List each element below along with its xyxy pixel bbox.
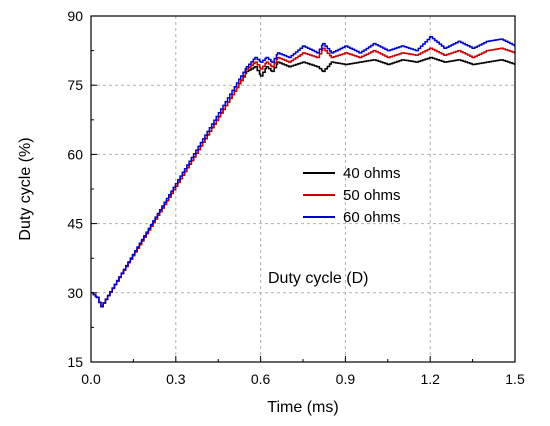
x-tick-label: 1.5 — [505, 371, 525, 387]
x-tick-label: 1.2 — [420, 371, 440, 387]
y-tick-label: 15 — [67, 354, 83, 370]
plot-area-frame — [90, 15, 516, 363]
x-axis-label: Time (ms) — [267, 399, 338, 416]
x-tick-label: 0.0 — [81, 371, 101, 387]
series-line-60-ohms — [91, 36, 516, 308]
grid-lines — [91, 16, 515, 362]
x-tick-label: 0.6 — [251, 371, 271, 387]
x-tick-label: 0.3 — [166, 371, 186, 387]
legend-label: 40 ohms — [343, 165, 401, 182]
y-tick-label: 45 — [67, 216, 83, 232]
series-lines — [91, 36, 516, 308]
y-tick-label: 75 — [67, 77, 83, 93]
y-tick-label: 30 — [67, 285, 83, 301]
axis-ticks: 0.0 0.3 0.6 0.9 1.2 1.5 15 30 45 60 75 90 — [67, 8, 525, 387]
y-tick-label: 90 — [67, 8, 83, 24]
series-line-50-ohms — [91, 47, 516, 308]
legend-label: 60 ohms — [343, 209, 401, 226]
x-tick-label: 0.9 — [336, 371, 356, 387]
y-axis-label: Duty cycle (%) — [17, 137, 34, 240]
legend: 40 ohms 50 ohms 60 ohms — [303, 165, 401, 226]
legend-label: 50 ohms — [343, 187, 401, 204]
y-tick-label: 60 — [67, 146, 83, 162]
chart-annotation: Duty cycle (D) — [268, 270, 368, 287]
